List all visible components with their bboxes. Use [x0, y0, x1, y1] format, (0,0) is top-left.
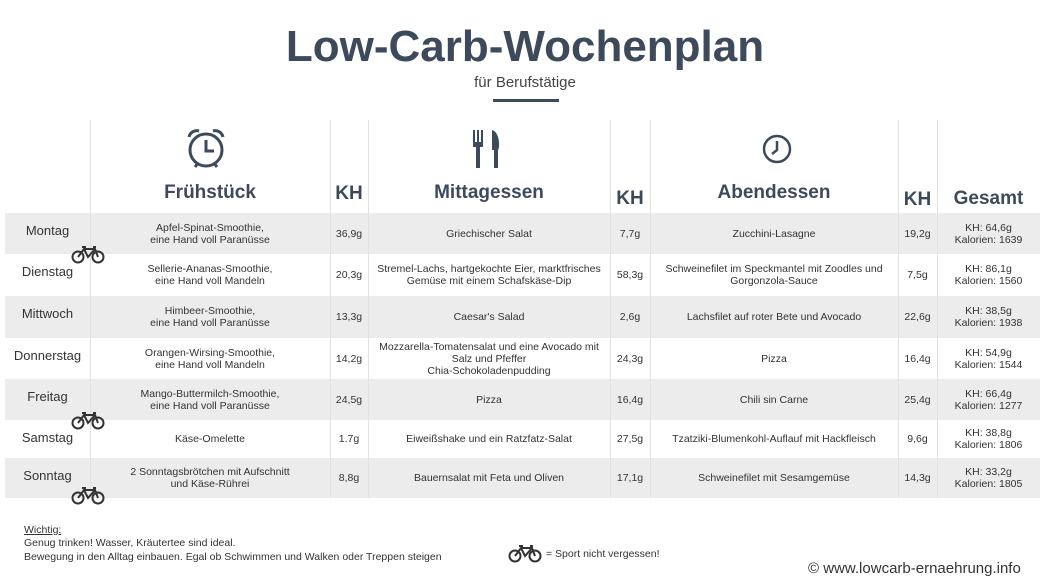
cell: 7,5g: [907, 269, 928, 281]
copyright: © www.lowcarb-ernaehrung.info: [808, 560, 1021, 577]
col-line: [937, 120, 938, 498]
cell: 2 Sonntagsbrötchen mit Aufschnitt und Kä…: [130, 466, 290, 490]
cell: 9,6g: [907, 433, 928, 445]
cell: KH: 33,2g Kalorien: 1805: [954, 466, 1023, 490]
bike-icon: [508, 545, 542, 563]
cell: Caesar's Salad: [453, 311, 525, 323]
clock-icon: [762, 134, 792, 164]
cell: KH: 66,4g Kalorien: 1277: [954, 387, 1023, 412]
note-title: Wichtig:: [24, 524, 62, 536]
row-bg: [5, 379, 1040, 420]
cell: 2,6g: [619, 311, 641, 323]
bike-icon: [71, 412, 105, 430]
cell: 25,4g: [904, 393, 931, 406]
subtitle: für Berufstätige: [474, 74, 576, 91]
legend: = Sport nicht vergessen!: [546, 548, 660, 560]
cell: Schweinefilet mit Sesamgemüse: [698, 472, 850, 484]
alarm-icon: [187, 129, 225, 168]
col-header: Frühstück: [164, 182, 256, 203]
row-bg: [5, 458, 1040, 498]
row-bg: [5, 338, 1040, 379]
row-bg: [5, 254, 1040, 296]
cutlery-icon: [473, 130, 500, 168]
day-label: Mittwoch: [21, 306, 74, 321]
cell: 7,7g: [619, 227, 641, 240]
row-bg: [5, 420, 1040, 458]
day-label: Sonntag: [23, 468, 72, 483]
cell: Orangen-Wirsing-Smoothie, eine Hand voll…: [144, 346, 276, 371]
cell: Mozzarella-Tomatensalat und eine Avocado…: [379, 340, 599, 377]
cell: Chili sin Carne: [739, 393, 809, 406]
cell: Eiweißshake und ein Ratzfatz-Salat: [406, 433, 572, 445]
cell: Sellerie-Ananas-Smoothie, eine Hand voll…: [147, 263, 273, 287]
cell: 17,1g: [616, 472, 644, 484]
cell: 14,2g: [335, 352, 363, 365]
cell: 16,4g: [616, 393, 644, 406]
col-header: KH: [616, 188, 644, 209]
cell: 58,3g: [616, 269, 644, 281]
col-line: [90, 120, 91, 498]
cell: 1.7g: [338, 433, 360, 445]
cell: 24,3g: [616, 352, 644, 365]
cell: Lachsfilet auf roter Bete und Avocado: [686, 311, 862, 323]
cell: KH: 54,9g Kalorien: 1544: [954, 346, 1023, 371]
cell: 36,9g: [335, 227, 363, 240]
cell: 20,3g: [335, 269, 363, 281]
cell: 14,3g: [904, 472, 931, 484]
col-line: [898, 120, 899, 498]
col-line: [650, 120, 651, 498]
note: Genug trinken! Wasser, Kräutertee sind i…: [24, 537, 236, 549]
cell: 13,3g: [335, 311, 363, 323]
cell: Käse-Omelette: [174, 433, 246, 445]
col-line: [368, 120, 369, 498]
underline: [493, 99, 559, 102]
note: Bewegung in den Alltag einbauen. Egal ob…: [24, 551, 442, 563]
cell: KH: 86,1g Kalorien: 1560: [954, 263, 1023, 287]
cell: Apfel-Spinat-Smoothie, eine Hand voll Pa…: [150, 221, 270, 246]
cell: Mango-Buttermilch-Smoothie, eine Hand vo…: [140, 387, 280, 412]
day-label: Samstag: [21, 430, 74, 445]
cell: 24,5g: [335, 393, 363, 406]
cell: Zucchini-Lasagne: [732, 227, 816, 240]
day-label: Montag: [25, 223, 70, 238]
col-line: [330, 120, 331, 498]
cell: Bauernsalat mit Feta und Oliven: [414, 472, 564, 484]
cell: Tzatziki-Blumenkohl-Auflauf mit Hackflei…: [672, 433, 876, 445]
col-header: Gesamt: [953, 188, 1024, 209]
day-label: Freitag: [27, 389, 68, 404]
col-header: KH: [903, 189, 932, 210]
cell: Griechischer Salat: [446, 227, 532, 240]
cell: Pizza: [761, 352, 787, 365]
cell: 19,2g: [904, 227, 931, 240]
row-bg: [5, 213, 1040, 254]
day-label: Dienstag: [21, 264, 74, 279]
cell: Schweinefilet im Speckmantel mit Zoodles…: [665, 263, 883, 287]
cell: KH: 64,6g Kalorien: 1639: [954, 221, 1023, 246]
cell: KH: 38,5g Kalorien: 1938: [954, 305, 1023, 329]
col-header: Mittagessen: [434, 182, 544, 203]
col-header: KH: [335, 183, 363, 204]
cell: 27,5g: [616, 433, 644, 445]
cell: Stremel-Lachs, hartgekochte Eier, marktf…: [377, 263, 601, 287]
title: Low-Carb-Wochenplan: [285, 22, 765, 71]
day-label: Donnerstag: [13, 348, 82, 363]
col-header: Abendessen: [717, 182, 831, 203]
cell: 16,4g: [904, 352, 931, 365]
cell: Himbeer-Smoothie, eine Hand voll Paranüs…: [150, 305, 270, 329]
cell: 8,8g: [338, 472, 360, 484]
col-line: [610, 120, 611, 498]
cell: 22,6g: [904, 311, 931, 323]
bike-icon: [71, 487, 105, 505]
cell: KH: 38,8g Kalorien: 1806: [954, 427, 1023, 451]
row-bg: [5, 296, 1040, 338]
cell: Pizza: [476, 393, 502, 406]
bike-icon: [71, 246, 105, 264]
